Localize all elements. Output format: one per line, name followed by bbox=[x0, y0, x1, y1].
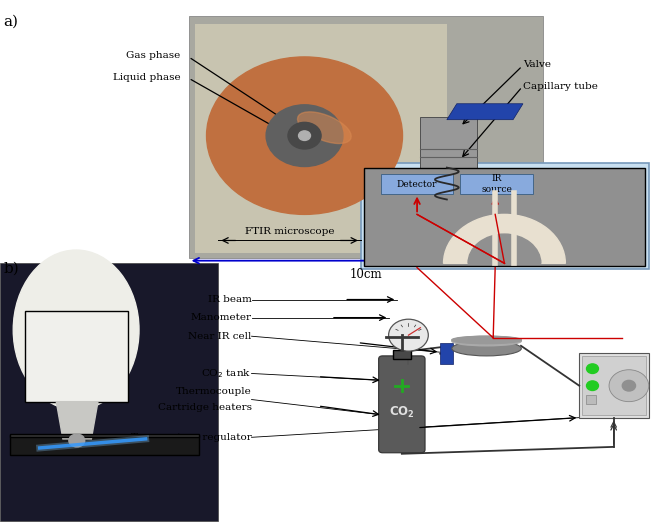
Ellipse shape bbox=[451, 336, 522, 346]
Wedge shape bbox=[444, 214, 565, 263]
FancyBboxPatch shape bbox=[25, 311, 128, 402]
FancyBboxPatch shape bbox=[10, 434, 199, 437]
FancyBboxPatch shape bbox=[420, 117, 477, 168]
Circle shape bbox=[622, 380, 636, 391]
Text: Capillary tube: Capillary tube bbox=[523, 82, 598, 90]
Text: IR
source: IR source bbox=[481, 174, 512, 194]
Polygon shape bbox=[56, 402, 98, 439]
FancyBboxPatch shape bbox=[0, 263, 218, 521]
Text: IR beam: IR beam bbox=[208, 295, 252, 304]
Circle shape bbox=[207, 57, 402, 214]
Text: Gas phase: Gas phase bbox=[126, 52, 180, 60]
FancyBboxPatch shape bbox=[364, 168, 645, 266]
FancyBboxPatch shape bbox=[586, 395, 596, 404]
FancyBboxPatch shape bbox=[379, 356, 425, 453]
Circle shape bbox=[389, 319, 428, 351]
Text: Cartridge heaters: Cartridge heaters bbox=[158, 403, 252, 412]
Text: Manometer: Manometer bbox=[191, 313, 252, 322]
Text: Temperature regulator: Temperature regulator bbox=[131, 433, 252, 442]
Text: FTIR microscope: FTIR microscope bbox=[244, 227, 334, 236]
Text: b): b) bbox=[3, 262, 19, 276]
Wedge shape bbox=[468, 234, 541, 263]
Text: Detector: Detector bbox=[397, 180, 438, 188]
Text: $\mathbf{CO_2}$: $\mathbf{CO_2}$ bbox=[389, 405, 414, 420]
Circle shape bbox=[587, 381, 598, 390]
Ellipse shape bbox=[297, 112, 352, 144]
Circle shape bbox=[299, 131, 310, 140]
FancyBboxPatch shape bbox=[10, 435, 199, 455]
Text: a): a) bbox=[3, 15, 19, 29]
FancyBboxPatch shape bbox=[393, 350, 411, 359]
FancyBboxPatch shape bbox=[189, 16, 543, 258]
FancyBboxPatch shape bbox=[381, 174, 453, 194]
Text: Near IR cell: Near IR cell bbox=[188, 332, 252, 340]
Ellipse shape bbox=[451, 341, 522, 356]
Text: 10cm: 10cm bbox=[350, 268, 383, 281]
Text: Thermocouple: Thermocouple bbox=[176, 387, 252, 396]
FancyBboxPatch shape bbox=[582, 356, 646, 415]
Ellipse shape bbox=[13, 250, 139, 410]
FancyBboxPatch shape bbox=[440, 343, 453, 364]
Text: Valve: Valve bbox=[523, 61, 551, 69]
Circle shape bbox=[69, 434, 85, 447]
Circle shape bbox=[587, 364, 598, 373]
Polygon shape bbox=[447, 104, 523, 120]
Circle shape bbox=[266, 105, 343, 167]
Text: Liquid phase: Liquid phase bbox=[113, 73, 180, 81]
Text: CO$_2$ tank: CO$_2$ tank bbox=[201, 367, 252, 380]
FancyBboxPatch shape bbox=[361, 163, 649, 269]
Circle shape bbox=[609, 370, 649, 402]
Circle shape bbox=[288, 122, 321, 149]
Ellipse shape bbox=[451, 336, 522, 344]
FancyBboxPatch shape bbox=[195, 24, 447, 253]
FancyBboxPatch shape bbox=[579, 353, 649, 418]
FancyBboxPatch shape bbox=[460, 174, 533, 194]
